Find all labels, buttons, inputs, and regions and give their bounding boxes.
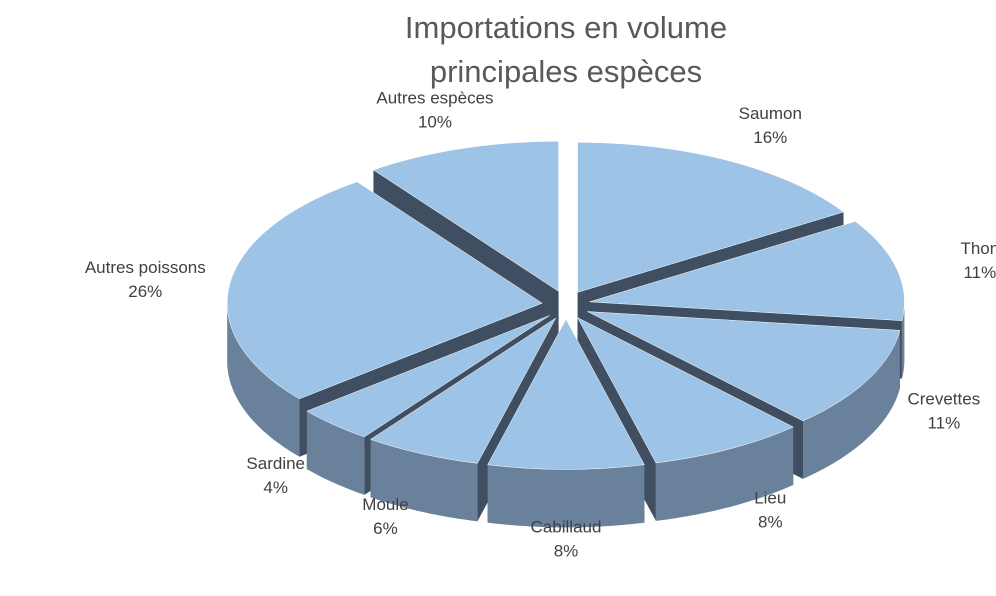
category-label: Sardine bbox=[246, 454, 305, 473]
slice bbox=[589, 221, 905, 321]
slice-side bbox=[901, 301, 905, 379]
value-label: 6% bbox=[373, 519, 398, 538]
value-label: 10% bbox=[418, 113, 452, 132]
category-label: Crevettes bbox=[907, 390, 980, 409]
category-label: Saumon bbox=[739, 104, 802, 123]
value-label: 11% bbox=[927, 414, 960, 433]
slice-side bbox=[370, 439, 478, 522]
slice bbox=[487, 318, 645, 470]
slice bbox=[587, 311, 901, 422]
slice bbox=[487, 318, 645, 528]
slice bbox=[577, 142, 845, 293]
value-label: 4% bbox=[263, 478, 288, 497]
value-label: 11% bbox=[963, 263, 996, 282]
slice bbox=[226, 181, 543, 400]
slice bbox=[306, 315, 550, 438]
category-label: Moule bbox=[362, 495, 408, 514]
category-label: Autres espèces bbox=[376, 89, 493, 108]
value-label: 26% bbox=[128, 282, 162, 301]
slice-side bbox=[306, 411, 365, 495]
slice-side bbox=[227, 303, 300, 457]
slice-side bbox=[803, 330, 900, 479]
value-label: 8% bbox=[554, 541, 579, 560]
slice bbox=[576, 317, 794, 464]
category-label: Lieu bbox=[754, 488, 786, 507]
value-label: 8% bbox=[758, 512, 783, 531]
category-label: Cabillaud bbox=[531, 517, 602, 536]
category-label: Autres poissons bbox=[85, 258, 206, 277]
chart-title: Importations en volume bbox=[405, 10, 727, 45]
slice bbox=[370, 317, 557, 464]
slice bbox=[372, 141, 559, 292]
chart-title: principales espèces bbox=[430, 54, 702, 89]
value-label: 16% bbox=[753, 128, 787, 147]
category-label: Thon bbox=[960, 239, 996, 258]
slice-side bbox=[487, 464, 645, 528]
slice-side bbox=[655, 426, 794, 521]
